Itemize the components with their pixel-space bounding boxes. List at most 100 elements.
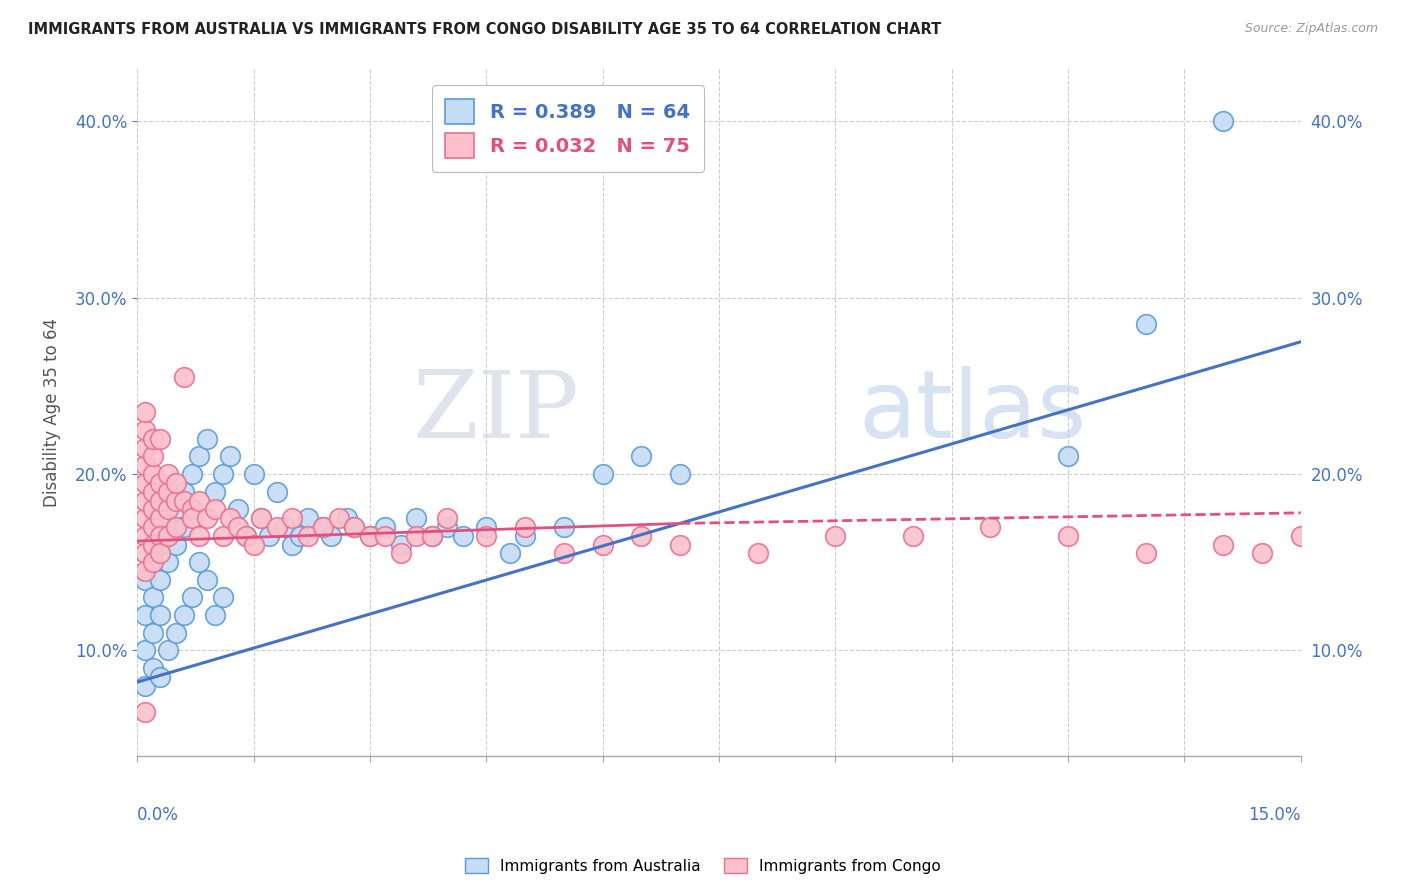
Point (250, 511, 273, 525)
Point (134, 475, 156, 490)
Point (420, 529, 443, 543)
Point (149, 493, 172, 508)
Point (134, 493, 156, 508)
Point (405, 529, 427, 543)
Point (149, 529, 172, 543)
Point (553, 520, 575, 534)
Point (281, 511, 304, 525)
Point (273, 520, 295, 534)
Point (824, 529, 846, 543)
Point (157, 555, 180, 569)
Text: ZIP: ZIP (412, 368, 579, 458)
Point (188, 450, 211, 464)
Point (142, 661, 165, 675)
Point (149, 573, 172, 587)
Point (901, 529, 924, 543)
Point (389, 546, 412, 560)
Point (142, 484, 165, 499)
Point (134, 564, 156, 578)
Text: Source: ZipAtlas.com: Source: ZipAtlas.com (1244, 22, 1378, 36)
Point (134, 546, 156, 560)
Point (188, 493, 211, 508)
Point (157, 643, 180, 657)
Point (592, 467, 614, 481)
Point (553, 546, 575, 560)
Point (142, 538, 165, 552)
Y-axis label: Disability Age 35 to 64: Disability Age 35 to 64 (44, 318, 60, 507)
Point (451, 529, 474, 543)
Point (250, 511, 273, 525)
Point (513, 529, 536, 543)
Point (195, 573, 218, 587)
Point (211, 529, 233, 543)
Point (165, 493, 187, 508)
Point (513, 520, 536, 534)
Point (266, 484, 288, 499)
Point (165, 520, 187, 534)
Point (592, 538, 614, 552)
Point (173, 608, 195, 623)
Point (312, 520, 335, 534)
Point (328, 511, 350, 525)
Point (219, 450, 242, 464)
Point (669, 467, 692, 481)
Point (180, 591, 202, 605)
Point (204, 502, 226, 516)
Point (134, 441, 156, 455)
Point (1057, 450, 1080, 464)
Point (211, 467, 233, 481)
Point (142, 432, 165, 446)
Point (134, 458, 156, 473)
Point (134, 679, 156, 693)
Point (1289, 529, 1312, 543)
Point (149, 432, 172, 446)
Point (1135, 317, 1157, 331)
Text: 15.0%: 15.0% (1249, 805, 1301, 823)
Point (1250, 546, 1272, 560)
Point (475, 520, 498, 534)
Point (142, 625, 165, 640)
Point (142, 555, 165, 569)
Point (180, 502, 202, 516)
Point (149, 538, 172, 552)
Point (180, 502, 202, 516)
Point (142, 555, 165, 569)
Point (134, 529, 156, 543)
Legend: Immigrants from Australia, Immigrants from Congo: Immigrants from Australia, Immigrants fr… (460, 852, 946, 880)
Point (134, 405, 156, 419)
Point (157, 529, 180, 543)
Point (134, 423, 156, 437)
Point (173, 484, 195, 499)
Text: IMMIGRANTS FROM AUSTRALIA VS IMMIGRANTS FROM CONGO DISABILITY AGE 35 TO 64 CORRE: IMMIGRANTS FROM AUSTRALIA VS IMMIGRANTS … (28, 22, 942, 37)
Point (165, 502, 187, 516)
Point (188, 555, 211, 569)
Point (1367, 529, 1389, 543)
Point (142, 520, 165, 534)
Point (475, 529, 498, 543)
Point (142, 591, 165, 605)
Point (165, 625, 187, 640)
Point (266, 520, 288, 534)
Point (142, 502, 165, 516)
Point (297, 529, 319, 543)
Point (359, 529, 381, 543)
Point (157, 520, 180, 534)
Point (281, 538, 304, 552)
Point (747, 546, 769, 560)
Point (219, 511, 242, 525)
Point (173, 520, 195, 534)
Point (134, 705, 156, 719)
Point (134, 608, 156, 623)
Point (405, 511, 427, 525)
Point (669, 538, 692, 552)
Point (1135, 546, 1157, 560)
Point (420, 529, 443, 543)
Point (336, 511, 359, 525)
Point (979, 520, 1001, 534)
Legend: R = 0.389   N = 64, R = 0.032   N = 75: R = 0.389 N = 64, R = 0.032 N = 75 (432, 85, 704, 172)
Point (149, 670, 172, 684)
Point (149, 511, 172, 525)
Point (195, 511, 218, 525)
Point (165, 475, 187, 490)
Point (195, 432, 218, 446)
